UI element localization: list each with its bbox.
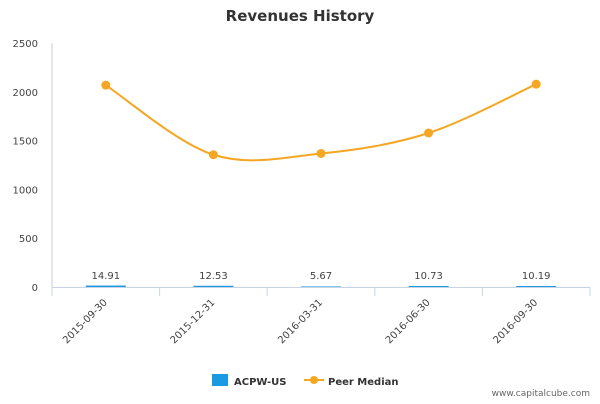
legend-label-peer-median: Peer Median (328, 377, 399, 388)
y-tick-label: 1000 (13, 185, 38, 196)
bar-acpw-us (408, 285, 449, 287)
bar-value-label: 12.53 (199, 271, 228, 282)
chart-title: Revenues History (226, 7, 375, 25)
x-axis: 2015-09-30 2015-12-31 2016-03-31 2016-06-30… (51, 287, 591, 346)
bar-acpw-us (193, 285, 234, 287)
legend-label-acpw-us: ACPW-US (234, 377, 286, 388)
peer-median-point (101, 80, 111, 90)
peer-median-point (316, 148, 326, 158)
bar-acpw-us (516, 286, 557, 287)
bar-value-labels: 14.91 12.53 5.67 10.73 10.19 (85, 271, 557, 287)
y-axis: 0 500 1000 1500 2000 2500 (13, 39, 53, 294)
y-tick-label: 500 (19, 234, 38, 245)
peer-median-line (105, 83, 537, 162)
y-tick-label: 2500 (13, 39, 38, 50)
bar-acpw-us (85, 285, 126, 287)
y-tick-label: 0 (32, 283, 38, 294)
x-tick-label: 2016-03-31 (276, 297, 325, 346)
bar-acpw-us (301, 286, 341, 287)
bar-value-label: 10.19 (522, 271, 551, 282)
bar-value-label: 10.73 (414, 271, 443, 282)
legend-swatch-acpw-us (212, 374, 228, 386)
x-tick-label: 2015-12-31 (169, 297, 218, 346)
x-tick-label: 2015-09-30 (61, 297, 110, 346)
x-tick-label: 2016-09-30 (491, 297, 540, 346)
peer-median-series (101, 79, 541, 162)
y-tick-label: 2000 (13, 88, 38, 99)
x-tick-label: 2016-06-30 (384, 297, 433, 346)
peer-median-point (424, 128, 434, 138)
peer-median-point (531, 79, 541, 89)
y-tick-label: 1500 (13, 137, 38, 148)
watermark: www.capitalcube.com (492, 389, 590, 399)
legend-swatch-peer-median-marker (310, 376, 318, 384)
peer-median-point (208, 150, 218, 160)
bar-value-label: 5.67 (310, 271, 332, 282)
legend: ACPW-US Peer Median (212, 374, 399, 388)
bar-value-label: 14.91 (91, 271, 120, 282)
